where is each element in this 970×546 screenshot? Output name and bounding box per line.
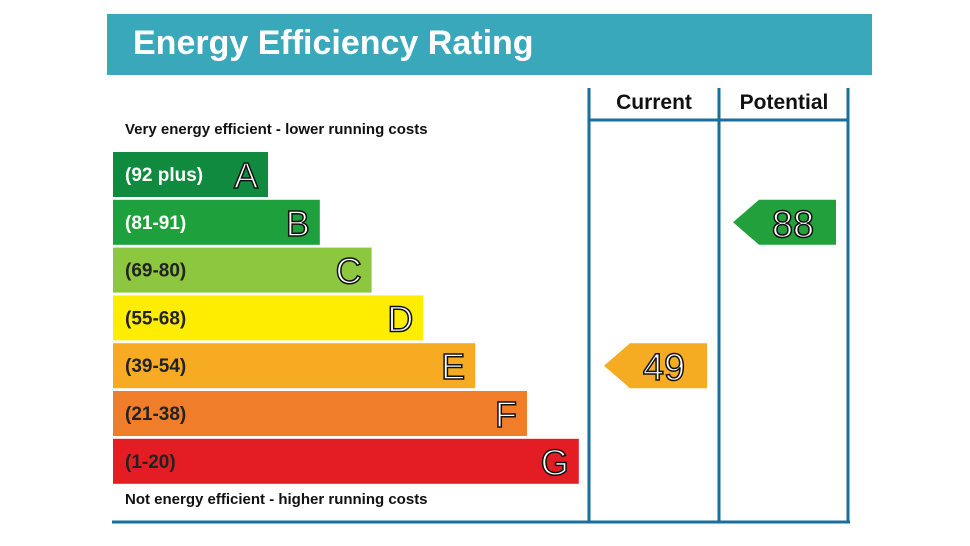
band-letter-e: E <box>441 346 465 387</box>
current-column-header: Current <box>616 91 692 114</box>
band-letter-d: D <box>387 298 413 339</box>
band-letter-g: G <box>541 442 569 483</box>
band-bar-b <box>113 199 320 245</box>
current-rating-value: 49 <box>643 347 685 389</box>
chart-title: Energy Efficiency Rating <box>133 24 534 62</box>
band-bar-g <box>113 438 579 484</box>
band-range-f: (21-38) <box>125 404 186 425</box>
potential-column-header: Potential <box>740 91 829 114</box>
band-bar-a <box>113 152 268 197</box>
band-letter-b: B <box>286 203 310 244</box>
band-letter-f: F <box>495 394 517 435</box>
potential-rating-value: 88 <box>772 204 814 246</box>
band-letter-c: C <box>336 251 362 292</box>
bottom-caption: Not energy efficient - higher running co… <box>125 491 428 508</box>
band-bar-d <box>113 295 424 341</box>
band-range-d: (55-68) <box>125 308 186 329</box>
band-range-a: (92 plus) <box>125 165 203 186</box>
band-range-b: (81-91) <box>125 213 186 234</box>
band-range-g: (1-20) <box>125 452 176 473</box>
band-bar-f <box>113 391 527 436</box>
band-bar-e <box>113 343 476 389</box>
band-letter-a: A <box>234 155 258 196</box>
band-bar-c <box>113 247 372 293</box>
title-banner: Energy Efficiency Rating <box>107 14 872 75</box>
band-range-e: (39-54) <box>125 356 186 377</box>
top-caption: Very energy efficient - lower running co… <box>125 121 428 138</box>
band-range-c: (69-80) <box>125 261 186 282</box>
potential-arrow <box>733 199 836 245</box>
current-arrow <box>604 343 707 389</box>
